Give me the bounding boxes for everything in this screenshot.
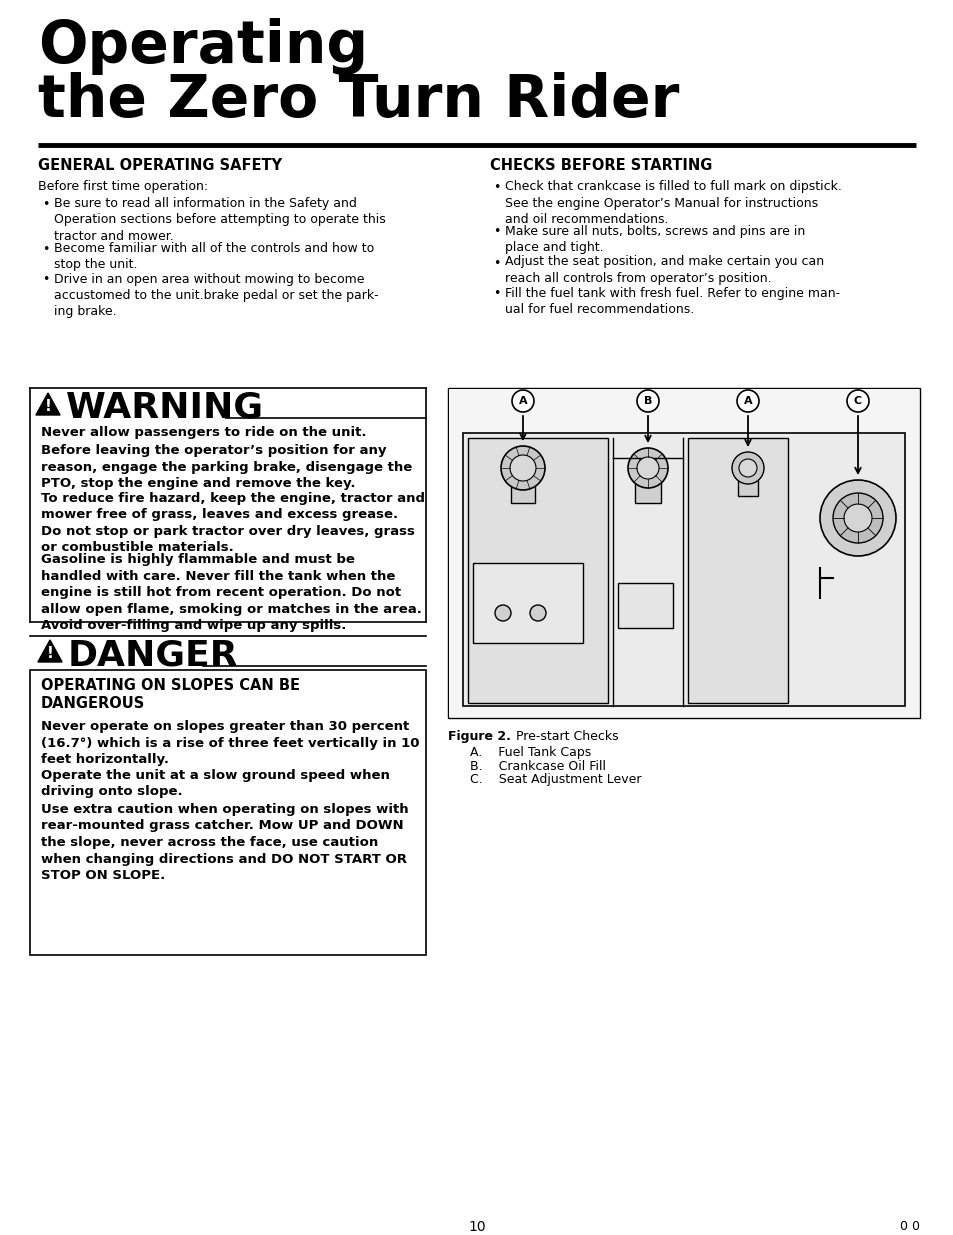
Text: C.    Seat Adjustment Lever: C. Seat Adjustment Lever (470, 773, 640, 785)
Text: B: B (643, 396, 652, 406)
Circle shape (512, 390, 534, 412)
Polygon shape (36, 393, 60, 415)
Text: !: ! (47, 646, 53, 661)
Circle shape (637, 457, 659, 479)
Text: WARNING: WARNING (66, 391, 264, 425)
Text: Never allow passengers to ride on the unit.: Never allow passengers to ride on the un… (41, 426, 366, 438)
Text: •: • (42, 198, 50, 211)
Text: A.    Fuel Tank Caps: A. Fuel Tank Caps (470, 746, 591, 760)
Circle shape (737, 390, 759, 412)
Text: Before first time operation:: Before first time operation: (38, 180, 208, 193)
Text: Become familiar with all of the controls and how to
stop the unit.: Become familiar with all of the controls… (54, 242, 374, 270)
Bar (30, 671, 426, 955)
Text: DANGEROUS: DANGEROUS (41, 697, 145, 711)
Bar (473, 563, 582, 643)
Circle shape (637, 390, 659, 412)
Text: Use extra caution when operating on slopes with
rear-mounted grass catcher. Mow : Use extra caution when operating on slop… (41, 803, 408, 882)
Text: Make sure all nuts, bolts, screws and pins are in
place and tight.: Make sure all nuts, bolts, screws and pi… (504, 225, 804, 254)
Text: Adjust the seat position, and make certain you can
reach all controls from opera: Adjust the seat position, and make certa… (504, 256, 823, 285)
Circle shape (627, 448, 667, 488)
Text: Be sure to read all information in the Safety and
Operation sections before atte: Be sure to read all information in the S… (54, 198, 385, 243)
Text: DANGER: DANGER (68, 638, 238, 672)
Circle shape (846, 390, 868, 412)
Text: Pre-start Checks: Pre-start Checks (499, 730, 618, 743)
Circle shape (731, 452, 763, 484)
Text: C: C (853, 396, 862, 406)
Text: CHECKS BEFORE STARTING: CHECKS BEFORE STARTING (490, 158, 712, 173)
Text: Drive in an open area without mowing to become
accustomed to the unit.brake peda: Drive in an open area without mowing to … (54, 273, 378, 319)
Text: OPERATING ON SLOPES CAN BE: OPERATING ON SLOPES CAN BE (41, 678, 299, 693)
Polygon shape (38, 640, 62, 662)
Text: •: • (493, 288, 500, 300)
Text: •: • (493, 182, 500, 194)
Text: GENERAL OPERATING SAFETY: GENERAL OPERATING SAFETY (38, 158, 282, 173)
Bar (462, 433, 904, 706)
Text: Figure 2.: Figure 2. (448, 730, 511, 743)
Text: •: • (493, 226, 500, 238)
Text: To reduce fire hazard, keep the engine, tractor and
mower free of grass, leaves : To reduce fire hazard, keep the engine, … (41, 492, 424, 555)
Text: 10: 10 (468, 1220, 485, 1234)
Text: A: A (743, 396, 752, 406)
Circle shape (500, 446, 544, 490)
Text: •: • (493, 257, 500, 269)
Bar (448, 388, 919, 718)
Text: the Zero Turn Rider: the Zero Turn Rider (38, 72, 679, 128)
Text: Fill the fuel tank with fresh fuel. Refer to engine man-
ual for fuel recommenda: Fill the fuel tank with fresh fuel. Refe… (504, 287, 840, 316)
Bar (738, 478, 758, 496)
Text: 0 0: 0 0 (899, 1220, 919, 1233)
Text: !: ! (45, 399, 51, 414)
Circle shape (530, 605, 545, 621)
Text: Check that crankcase is filled to full mark on dipstick.
See the engine Operator: Check that crankcase is filled to full m… (504, 180, 841, 226)
Text: •: • (42, 273, 50, 287)
Text: •: • (42, 242, 50, 256)
Circle shape (739, 459, 757, 477)
Bar (449, 389, 918, 718)
Circle shape (495, 605, 511, 621)
Text: Operating: Operating (38, 19, 368, 75)
Bar (687, 438, 787, 703)
Circle shape (820, 480, 895, 556)
Circle shape (510, 454, 536, 480)
Bar (511, 483, 535, 503)
Bar (635, 480, 660, 503)
Circle shape (843, 504, 871, 532)
Text: A: A (518, 396, 527, 406)
Text: Before leaving the operator’s position for any
reason, engage the parking brake,: Before leaving the operator’s position f… (41, 445, 412, 490)
Text: Never operate on slopes greater than 30 percent
(16.7°) which is a rise of three: Never operate on slopes greater than 30 … (41, 720, 419, 766)
Bar (618, 583, 672, 629)
Text: Gasoline is highly flammable and must be
handled with care. Never fill the tank : Gasoline is highly flammable and must be… (41, 553, 421, 632)
Text: B.    Crankcase Oil Fill: B. Crankcase Oil Fill (470, 760, 605, 773)
Bar (468, 438, 607, 703)
Text: Operate the unit at a slow ground speed when
driving onto slope.: Operate the unit at a slow ground speed … (41, 768, 390, 798)
Circle shape (832, 493, 882, 543)
